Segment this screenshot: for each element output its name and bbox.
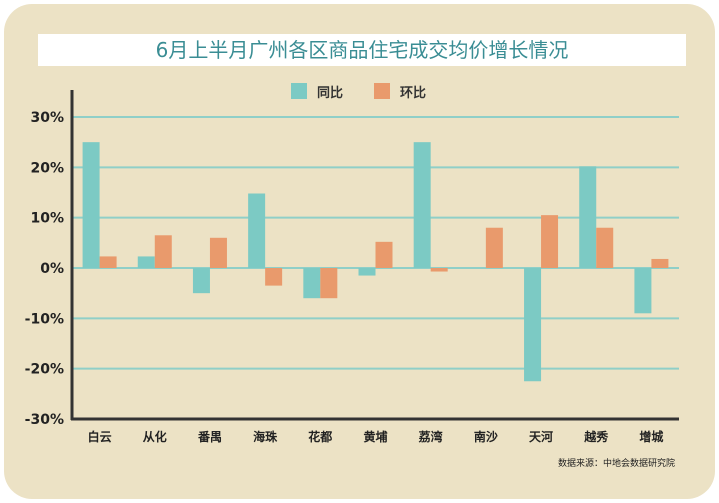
x-tick-label: 天河 xyxy=(529,429,553,444)
bar-mom-9 xyxy=(596,227,614,268)
x-tick-label: 黄埔 xyxy=(363,429,387,444)
y-tick-label: -30% xyxy=(25,412,64,428)
x-tick-label: 花都 xyxy=(308,429,332,444)
bar-mom-8 xyxy=(541,215,559,268)
legend-label-mom: 环比 xyxy=(400,85,427,101)
legend-swatch-yoy xyxy=(291,83,307,99)
bar-yoy-0 xyxy=(82,142,100,268)
bar-mom-5 xyxy=(375,241,393,268)
bar-yoy-3 xyxy=(248,193,266,268)
chart-title: 6月上半月广州各区商品住宅成交均价增长情况 xyxy=(155,38,569,62)
x-tick-label: 荔湾 xyxy=(418,429,443,444)
bar-yoy-2 xyxy=(192,268,210,294)
bar-mom-1 xyxy=(154,235,172,268)
bar-mom-7 xyxy=(485,227,503,268)
bar-yoy-8 xyxy=(524,268,542,382)
y-tick-label: -20% xyxy=(25,362,64,378)
title-bar: 6月上半月广州各区商品住宅成交均价增长情况 xyxy=(38,34,686,66)
bar-mom-10 xyxy=(651,258,669,268)
legend-label-yoy: 同比 xyxy=(317,85,344,101)
bar-mom-6 xyxy=(430,268,448,272)
y-tick-label: 20% xyxy=(30,160,64,176)
bar-mom-2 xyxy=(209,237,227,268)
x-tick-label: 白云 xyxy=(88,429,112,444)
x-tick-label: 越秀 xyxy=(583,429,609,444)
y-tick-label: 10% xyxy=(30,211,64,227)
legend-item-mom: 环比 xyxy=(374,82,427,101)
x-tick-label: 海珠 xyxy=(253,429,278,444)
source-note: 数据来源：中地会数据研究院 xyxy=(557,459,675,469)
bar-mom-3 xyxy=(265,268,283,286)
bar-mom-0 xyxy=(99,256,117,268)
bar-yoy-5 xyxy=(358,268,376,276)
bar-yoy-4 xyxy=(303,268,321,299)
bar-yoy-10 xyxy=(634,268,652,314)
bar-yoy-9 xyxy=(579,166,597,268)
legend-item-yoy: 同比 xyxy=(291,82,344,101)
y-tick-label: 0% xyxy=(40,261,64,277)
x-tick-label: 南沙 xyxy=(474,429,498,444)
bar-mom-4 xyxy=(320,268,338,299)
bar-yoy-6 xyxy=(413,142,431,268)
x-tick-label: 番禺 xyxy=(197,429,222,444)
x-tick-label: 从化 xyxy=(143,429,167,444)
x-tick-label: 增城 xyxy=(639,429,663,444)
legend-swatch-mom xyxy=(374,83,390,99)
y-tick-label: -10% xyxy=(25,311,64,327)
y-tick-label: 30% xyxy=(30,110,64,126)
bar-yoy-1 xyxy=(137,256,155,268)
